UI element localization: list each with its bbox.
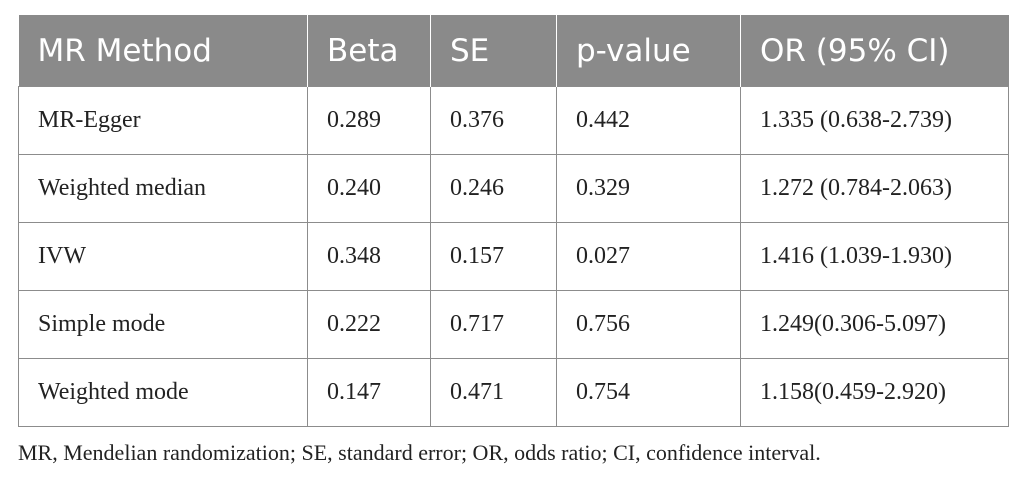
table-row: MR-Egger 0.289 0.376 0.442 1.335 (0.638-… [18,86,1009,155]
header-beta: Beta [307,15,431,87]
cell-method: MR-Egger [18,86,308,155]
results-table-container: MR Method Beta SE p-value OR (95% CI) MR… [18,15,1009,427]
table-row: Weighted mode 0.147 0.471 0.754 1.158(0.… [18,358,1009,427]
cell-p-value: 0.756 [556,290,741,359]
cell-se: 0.246 [430,154,557,223]
table-footnote: MR, Mendelian randomization; SE, standar… [18,440,821,465]
cell-beta: 0.348 [307,222,431,291]
table-row: Weighted median 0.240 0.246 0.329 1.272 … [18,154,1009,223]
cell-se: 0.471 [430,358,557,427]
cell-or-ci: 1.249(0.306-5.097) [740,290,1009,359]
cell-p-value: 0.329 [556,154,741,223]
cell-method: Simple mode [18,290,308,359]
cell-se: 0.376 [430,86,557,155]
cell-beta: 0.147 [307,358,431,427]
cell-or-ci: 1.416 (1.039-1.930) [740,222,1009,291]
cell-method: Weighted mode [18,358,308,427]
cell-method: IVW [18,222,308,291]
cell-se: 0.717 [430,290,557,359]
cell-p-value: 0.442 [556,86,741,155]
cell-beta: 0.222 [307,290,431,359]
cell-beta: 0.240 [307,154,431,223]
mr-results-table: MR Method Beta SE p-value OR (95% CI) MR… [18,15,1009,427]
table-row: Simple mode 0.222 0.717 0.756 1.249(0.30… [18,290,1009,359]
cell-or-ci: 1.335 (0.638-2.739) [740,86,1009,155]
cell-method: Weighted median [18,154,308,223]
cell-or-ci: 1.272 (0.784-2.063) [740,154,1009,223]
cell-p-value: 0.027 [556,222,741,291]
header-p-value: p-value [556,15,741,87]
table-header-row: MR Method Beta SE p-value OR (95% CI) [18,15,1009,87]
header-se: SE [430,15,557,87]
table-row: IVW 0.348 0.157 0.027 1.416 (1.039-1.930… [18,222,1009,291]
cell-p-value: 0.754 [556,358,741,427]
header-or-ci: OR (95% CI) [740,15,1009,87]
cell-beta: 0.289 [307,86,431,155]
cell-or-ci: 1.158(0.459-2.920) [740,358,1009,427]
header-mr-method: MR Method [18,15,308,87]
cell-se: 0.157 [430,222,557,291]
